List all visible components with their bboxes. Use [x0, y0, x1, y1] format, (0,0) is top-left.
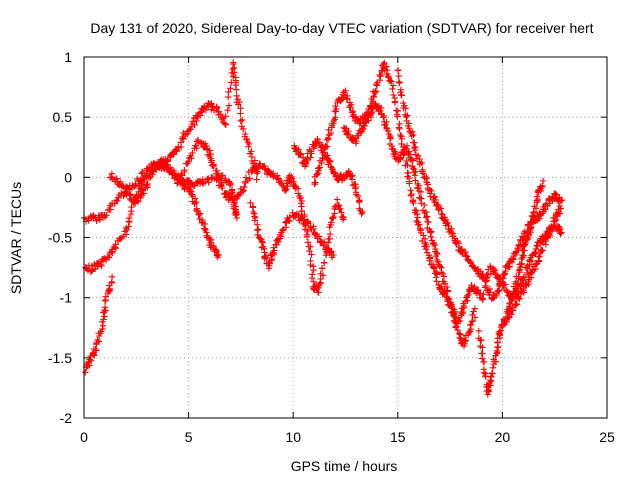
data-point — [106, 136, 289, 207]
data-point — [177, 179, 222, 261]
data-points — [80, 59, 566, 398]
chart-title: Day 131 of 2020, Sidereal Day-to-day VTE… — [90, 20, 593, 36]
data-point — [82, 59, 261, 275]
data-point — [340, 100, 479, 350]
y-tick-label: -1 — [60, 290, 73, 306]
data-point — [247, 199, 337, 272]
y-tick-labels: -2 -1.5 -1 -0.5 0 0.5 1 — [48, 49, 72, 426]
data-point — [281, 172, 347, 296]
x-tick-label: 15 — [390, 429, 406, 445]
series-3 — [106, 136, 289, 207]
y-tick-label: -0.5 — [48, 230, 72, 246]
x-tick-label: 5 — [185, 429, 193, 445]
axis-ticks — [83, 56, 608, 419]
data-point — [481, 190, 566, 303]
data-point — [290, 135, 366, 217]
series-6 — [281, 172, 347, 296]
x-axis-title: GPS time / hours — [291, 458, 398, 474]
data-point — [394, 67, 564, 300]
series-4 — [177, 179, 222, 261]
data-point — [502, 223, 565, 326]
series-7 — [290, 135, 366, 217]
x-tick-label: 20 — [495, 429, 511, 445]
data-point — [311, 59, 487, 327]
x-tick-label: 0 — [80, 429, 88, 445]
y-tick-label: 0 — [64, 169, 72, 185]
y-tick-label: 0.5 — [53, 109, 73, 125]
x-tick-label: 25 — [599, 429, 615, 445]
y-tick-label: -2 — [60, 410, 73, 426]
y-tick-label: -1.5 — [48, 350, 72, 366]
data-point — [82, 273, 116, 376]
x-tick-labels: 0 5 10 15 20 25 — [80, 429, 615, 445]
series-2 — [82, 273, 116, 376]
series-8 — [311, 59, 487, 327]
x-tick-label: 10 — [285, 429, 301, 445]
series-12 — [481, 190, 566, 303]
series-10 — [394, 67, 564, 300]
y-axis-title: SDTVAR / TECUs — [8, 182, 24, 294]
series-9 — [340, 100, 479, 350]
series-13 — [502, 223, 565, 326]
y-tick-label: 1 — [64, 49, 72, 65]
series-5 — [247, 199, 337, 272]
series-1 — [82, 59, 261, 275]
